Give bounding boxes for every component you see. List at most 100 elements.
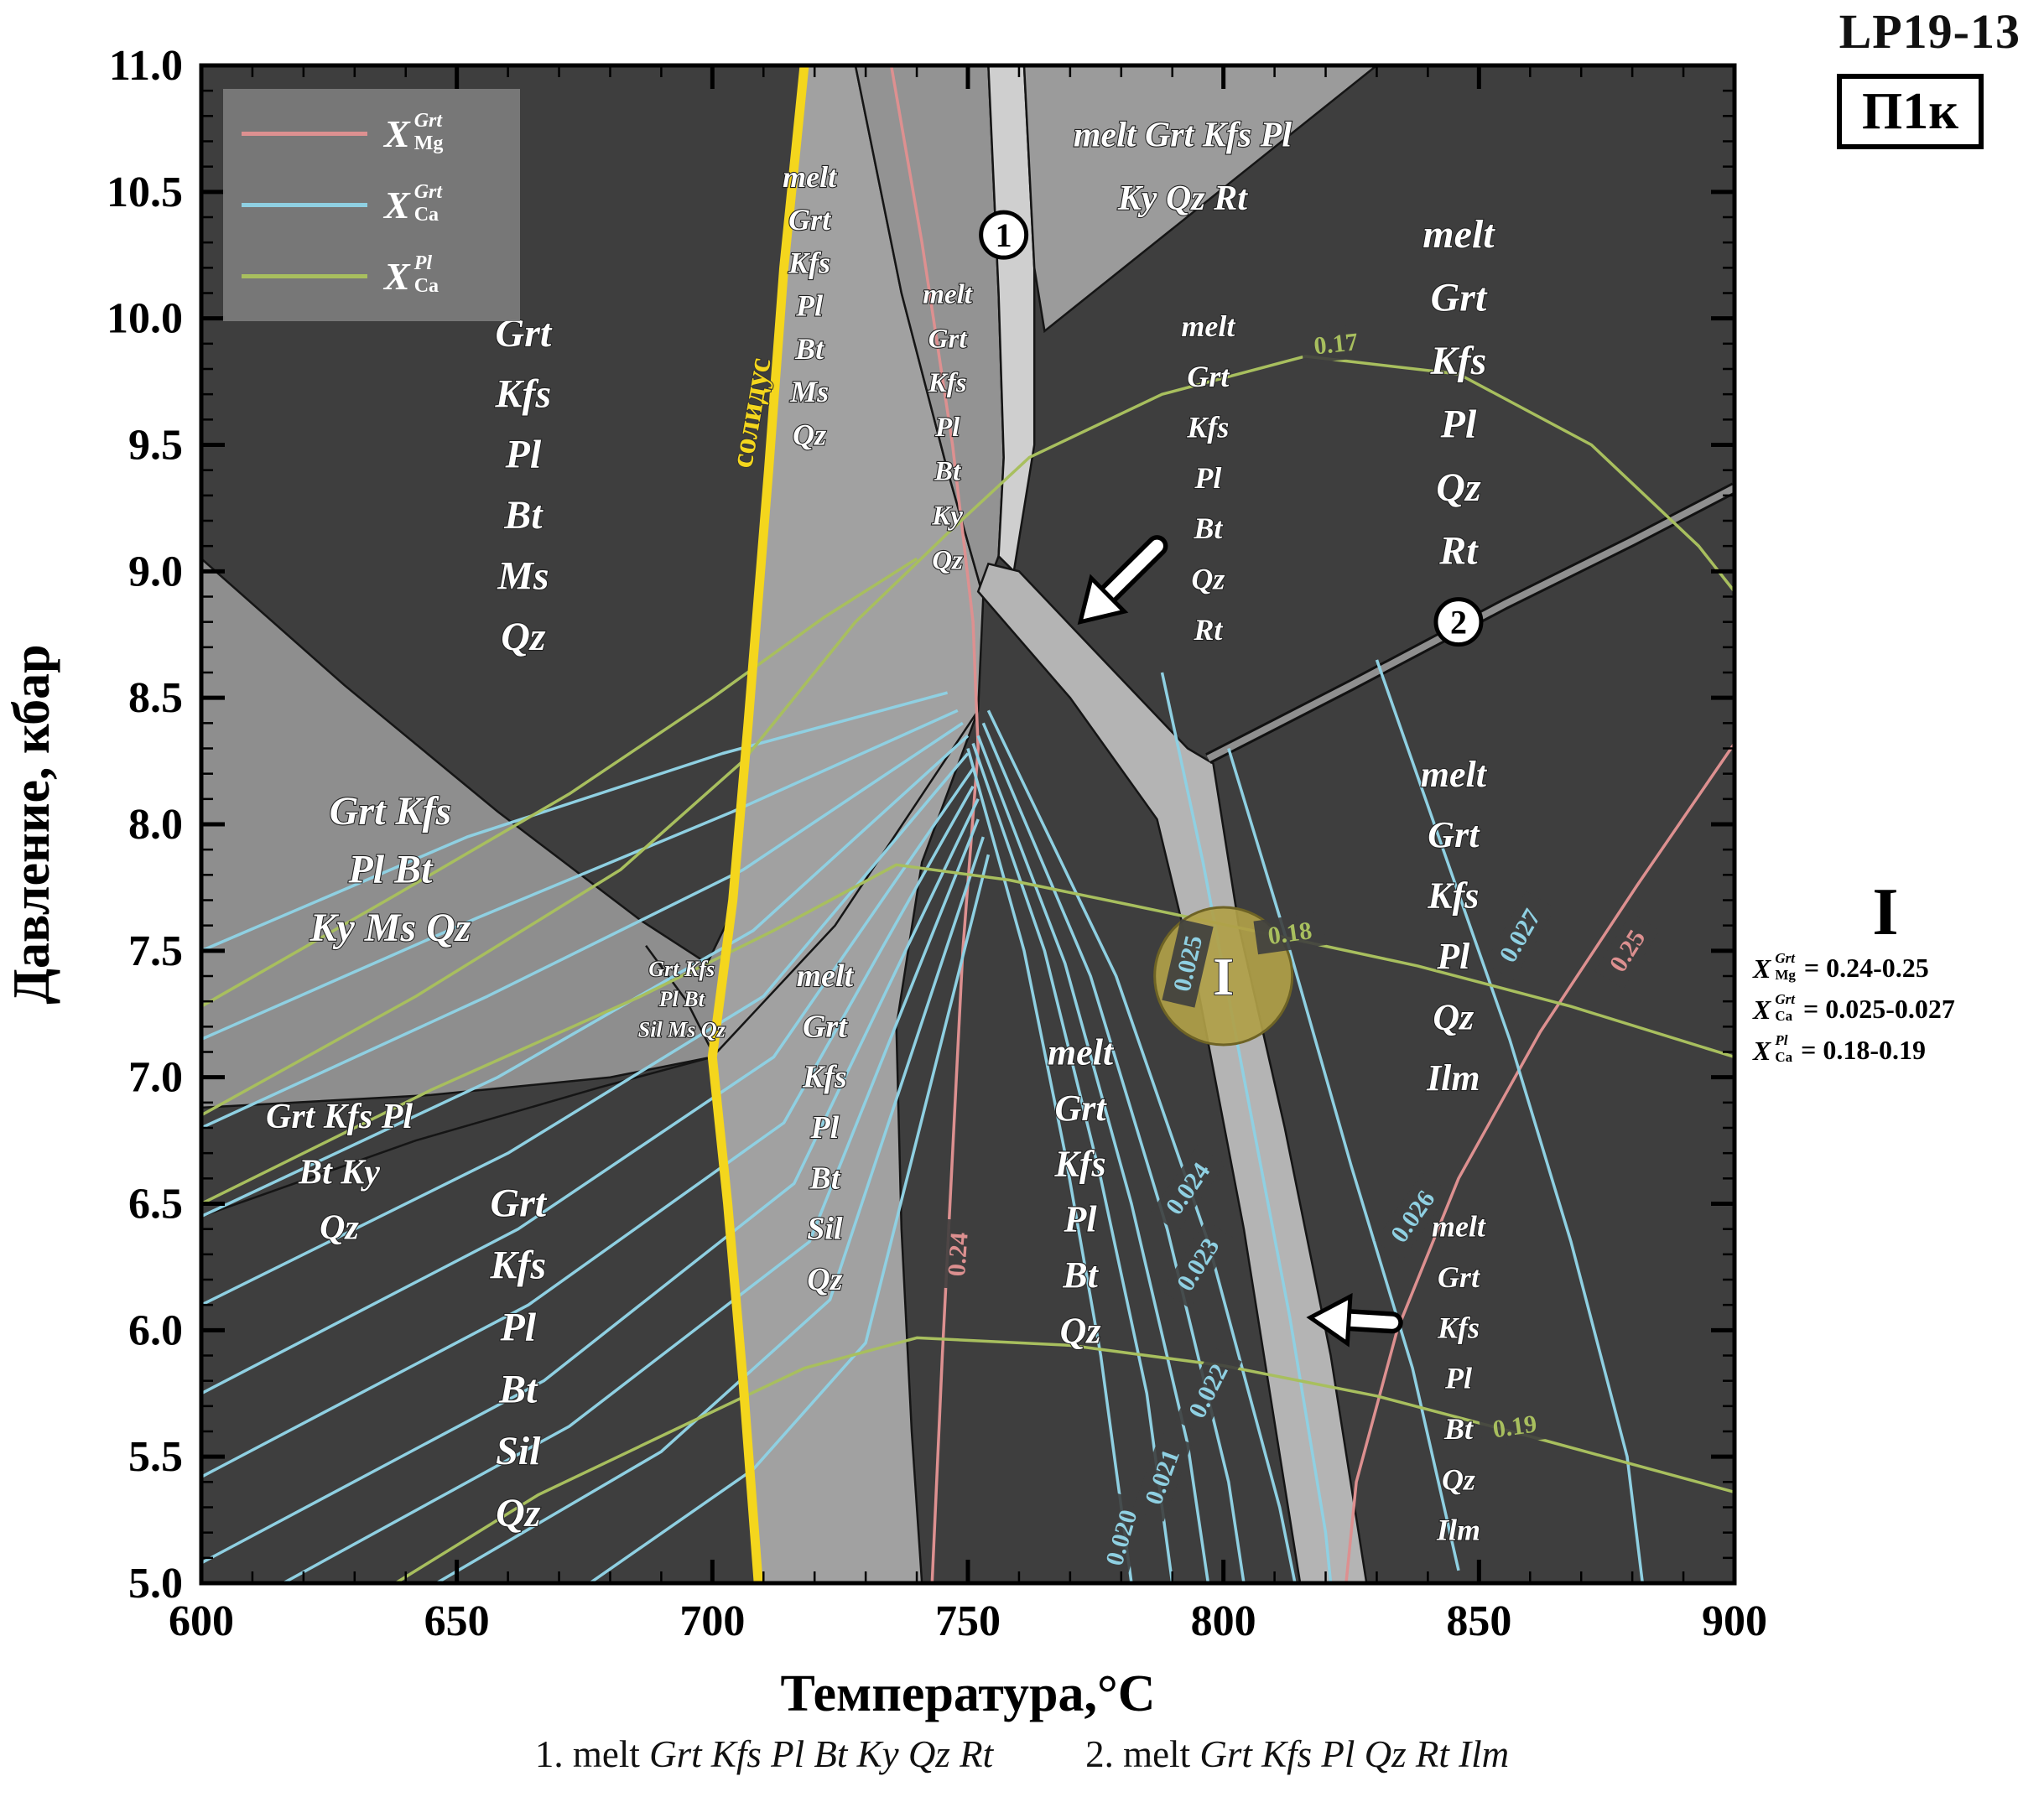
isopleth-x-ca-grt-unlabeled-6: [201, 785, 975, 1478]
reaction-line-2: [1206, 485, 1735, 762]
field-label-melt-grt-kfs-pl-bt-ky-qz: Ky: [931, 501, 963, 532]
field-label-grt-kfs-pl-bt-sil-ms-qz: Pl Bt: [658, 987, 705, 1011]
field-label-grt-kfs-pl-bt-sil-qz: Bt: [498, 1367, 538, 1411]
isopleth-x-mg-grt-0.25: [1344, 742, 1735, 1583]
field-label-grt-kfs-pl-bt-sil-ms-qz: Sil Ms Qz: [638, 1017, 726, 1041]
field-label-grt-kfs-pl-bt-ky-ms-qz: Ky Ms Qz: [309, 906, 471, 950]
y-tick-label-7.5: 7.5: [128, 927, 183, 975]
legend-line-sample: [242, 274, 367, 278]
field-label-melt-grt-kfs-pl-bt-ky-qz: melt: [923, 280, 972, 310]
isopleth-x-ca-pl-unlabeled-0: [201, 557, 918, 1008]
svg-text:0.17: 0.17: [1313, 328, 1360, 360]
isopleth-x-ca-grt-unlabeled-10: [589, 854, 991, 1583]
legend: X Grt Mg X Grt Ca X Pl Ca: [223, 89, 520, 321]
svg-text:0.18: 0.18: [1266, 917, 1314, 950]
x-tick-label-850: 850: [1446, 1597, 1511, 1645]
isopleth-x-mg-grt-0.24: [889, 65, 980, 1583]
y-tick-label-8: 8.0: [128, 801, 183, 849]
y-tick-label-10.5: 10.5: [107, 169, 183, 216]
reaction-point-2: 2: [1433, 597, 1484, 647]
y-tick-label-5: 5.0: [128, 1560, 183, 1607]
y-tick-label-9.5: 9.5: [128, 422, 183, 470]
field-label-grt-kfs-pl-bt-ky-qz: Bt Ky: [298, 1153, 380, 1192]
svg-text:0.24: 0.24: [943, 1232, 974, 1278]
field-label-grt-kfs-pl-bt-sil-qz: Kfs: [489, 1243, 546, 1287]
field-label-melt-grt-kfs-pl-bt-ky-qz: Qz: [932, 545, 963, 575]
field-label-melt-grt-kfs-pl-bt-qz-ilm: Grt: [1438, 1260, 1480, 1294]
x-tick-label-800: 800: [1191, 1597, 1256, 1645]
plot-area: I Grt Kfs Pl Bt Ms Qz Grt Kfs Pl Bt Ky Ms Qz Grt K…: [201, 65, 1735, 1583]
field-label-grt-kfs-pl-bt-ky-qz: Grt Kfs Pl: [266, 1098, 413, 1136]
field-label-melt-grt-kfs-pl-bt-ms-qz: Grt: [788, 203, 831, 236]
isopleth-label-0.19: 0.19: [1478, 1405, 1552, 1448]
field-label-melt-grt-kfs-pl-bt-qz-ilm: melt: [1432, 1210, 1486, 1244]
field-label-melt-grt-kfs-pl-bt-ky-qz: Kfs: [928, 368, 967, 398]
legend-label: X Grt Mg: [384, 110, 444, 155]
point-I-annotation: I X Grt Mg = 0.24-0.25 X Grt Ca = 0.025-0.02…: [1753, 879, 2043, 1076]
x-tick-label-900: 900: [1702, 1597, 1767, 1645]
annotation-arrow-1: [1077, 535, 1168, 626]
annotation-row-xmg-grt: X Grt Mg = 0.24-0.25: [1753, 950, 1929, 984]
isopleth-x-ca-grt-unlabeled-8: [282, 818, 980, 1583]
field-label-grt-kfs-pl-bt-sil-ms-qz: Grt Kfs: [648, 957, 715, 981]
field-label-melt-grt-kfs-pl-bt-qz-rt: Qz: [1191, 562, 1225, 595]
caption-item-2: 2. melt Grt Kfs Pl Qz Rt Ilm: [1085, 1733, 1510, 1775]
field-label-melt-grt-kfs-pl-qz-ilm: Grt: [1428, 814, 1480, 855]
field-label-melt-grt-kfs-pl-bt-qz: Grt: [1054, 1088, 1107, 1129]
field-label-melt-grt-kfs-pl-qz-rt: Qz: [1436, 465, 1481, 510]
annotation-row-xca-pl: X Pl Ca = 0.18-0.19: [1753, 1032, 1927, 1066]
field-label-grt-kfs-pl-bt-ms-qz: Pl: [505, 433, 542, 477]
boundary-line-0: [711, 709, 980, 1058]
isopleth-x-ca-grt-unlabeled-4: [201, 752, 970, 1306]
svg-text:2: 2: [1450, 604, 1467, 641]
field-label-melt-grt-kfs-pl-bt-sil-qz: Pl: [809, 1110, 839, 1145]
isopleth-x-ca-grt-0.022: [976, 735, 1210, 1583]
annotation-row-xca-grt: X Grt Ca = 0.025-0.027: [1753, 991, 1955, 1025]
field-label-grt-kfs-pl-bt-ky-qz: Qz: [320, 1209, 359, 1248]
y-tick-label-10: 10.0: [107, 295, 183, 343]
point-I-annotation-title: I: [1872, 875, 1899, 949]
y-tick-label-11: 11.0: [109, 42, 183, 90]
isopleth-x-ca-pl-0.18: [201, 863, 1735, 1206]
field-label-melt-grt-kfs-pl-bt-ky-qz: Pl: [934, 413, 960, 443]
x-tick-label-650: 650: [424, 1597, 490, 1645]
field-label-melt-grt-kfs-pl-bt-qz-ilm: Kfs: [1437, 1311, 1480, 1344]
field-label-melt-grt-kfs-pl-bt-qz-rt: melt: [1181, 309, 1235, 343]
svg-text:0.19: 0.19: [1491, 1410, 1539, 1443]
field-label-melt-grt-kfs-pl-bt-sil-qz: Grt: [803, 1009, 848, 1044]
isopleth-x-ca-pl-0.19: [394, 1336, 1735, 1583]
y-tick-label-9: 9.0: [128, 548, 183, 595]
field-label-melt-grt-kfs-pl-qz-ilm: Ilm: [1426, 1057, 1480, 1098]
field-label-grt-kfs-pl-bt-sil-qz: Pl: [499, 1305, 536, 1349]
field-label-grt-kfs-pl-bt-sil-qz: Sil: [496, 1429, 541, 1473]
field-label-melt-grt-kfs-pl-bt-ms-qz: Qz: [793, 418, 826, 452]
field-label-melt-grt-kfs-pl-ky-qz-rt: melt Grt Kfs Pl: [1074, 117, 1292, 155]
axis-ticks: [199, 63, 1737, 1586]
legend-line-sample: [242, 203, 367, 207]
field-label-melt-grt-kfs-pl-bt-ms-qz: Ms: [789, 375, 829, 408]
field-label-melt-grt-kfs-pl-bt-qz-rt: Bt: [1193, 512, 1223, 545]
isopleth-x-ca-grt-unlabeled-5: [201, 767, 975, 1395]
field-label-grt-kfs-pl-bt-ms-qz: Qz: [501, 615, 546, 659]
solidus-line: [707, 65, 809, 1583]
isopleth-x-ca-grt-0.026: [1227, 747, 1460, 1571]
field-label-melt-grt-kfs-pl-qz-rt: Pl: [1440, 402, 1477, 446]
field-label-melt-grt-kfs-pl-qz-ilm: melt: [1421, 754, 1488, 795]
field-label-melt-grt-kfs-pl-qz-rt: Rt: [1438, 528, 1479, 573]
panel-label-box: П1к: [1837, 74, 1984, 150]
annotation-value: = 0.24-0.25: [1803, 953, 1929, 983]
field-label-melt-grt-kfs-pl-bt-sil-qz: Bt: [809, 1161, 840, 1196]
field-label-grt-kfs-pl-bt-ms-qz: Bt: [503, 493, 544, 538]
field-label-melt-grt-kfs-pl-bt-qz: Qz: [1060, 1310, 1101, 1351]
field-label-melt-grt-kfs-pl-bt-sil-qz: melt: [797, 958, 855, 994]
y-tick-label-5.5: 5.5: [128, 1433, 183, 1481]
field-label-melt-grt-kfs-pl-bt-ky-qz: Grt: [928, 324, 968, 354]
field-label-grt-kfs-pl-bt-ky-ms-qz: Pl Bt: [347, 847, 434, 891]
field-label-melt-grt-kfs-pl-bt-qz-ilm: Pl: [1444, 1362, 1472, 1395]
field-label-grt-kfs-pl-bt-ms-qz: Ms: [497, 553, 549, 598]
isopleth-x-ca-grt-unlabeled-1: [201, 709, 959, 1041]
y-axis-title: Давление, кбар: [3, 644, 60, 1004]
annotation-value: = 0.18-0.19: [1801, 1035, 1927, 1065]
field-label-melt-grt-kfs-pl-bt-qz-ilm: Ilm: [1436, 1514, 1480, 1547]
